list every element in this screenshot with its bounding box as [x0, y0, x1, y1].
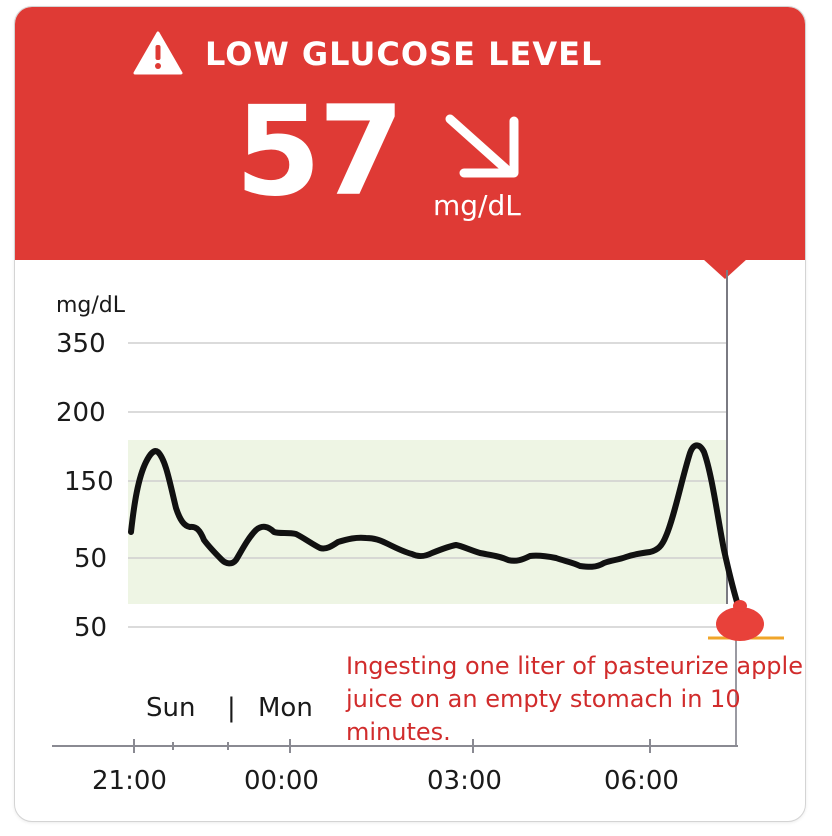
y-tick-label: 50 [74, 613, 107, 643]
y-tick-label: 50 [74, 544, 107, 574]
glucose-unit: mg/dL [433, 189, 521, 222]
y-axis-title: mg/dL [56, 293, 126, 318]
warning-triangle-icon [133, 31, 183, 75]
x-tick-label: 03:00 [427, 766, 502, 796]
glucose-card: LOW GLUCOSE LEVEL 57 mg/dL [14, 6, 806, 822]
alert-pointer [703, 259, 747, 279]
x-tick-label: 21:00 [92, 766, 167, 796]
day-label-sun: Sun [146, 693, 195, 723]
alert-title: LOW GLUCOSE LEVEL [205, 35, 603, 73]
glucose-reading: 57 [235, 80, 405, 224]
glucose-line [128, 442, 740, 605]
day-separator: | [227, 693, 236, 723]
y-tick-label: 350 [56, 329, 106, 359]
y-tick-label: 200 [56, 398, 106, 428]
current-reading-marker [716, 607, 764, 641]
day-label-mon: Mon [258, 693, 313, 723]
annotation-note: Ingesting one liter of pasteurize apple … [346, 652, 803, 746]
y-tick-label: 150 [64, 467, 114, 497]
target-range-band [128, 440, 726, 604]
current-reading-marker-top [733, 600, 747, 612]
arrow-down-right-icon [445, 114, 519, 178]
x-tick-label: 00:00 [244, 766, 319, 796]
alert-banner: LOW GLUCOSE LEVEL 57 mg/dL [15, 7, 805, 260]
x-tick-label: 06:00 [604, 766, 679, 796]
